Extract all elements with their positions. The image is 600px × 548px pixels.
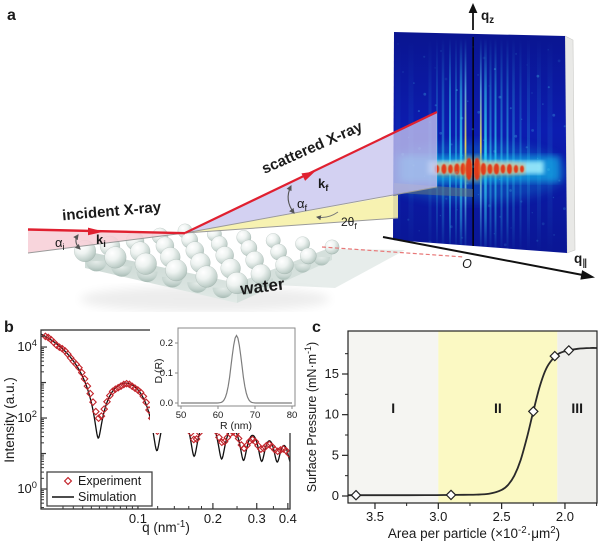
svg-text:3.0: 3.0 [429, 509, 447, 524]
qpar-axis [382, 236, 589, 277]
panel-a-label: a [7, 7, 16, 24]
svg-text:0.2: 0.2 [204, 511, 222, 526]
svg-text:102: 102 [17, 409, 37, 425]
region-label-III: III [571, 400, 583, 416]
qz-arrowhead [468, 3, 478, 13]
legend-experiment-label: Experiment [78, 474, 142, 488]
alpha-f-label: αf [297, 196, 308, 213]
svg-text:100: 100 [17, 480, 37, 496]
region-label-I: I [391, 400, 395, 416]
svg-text:R (nm): R (nm) [220, 420, 252, 432]
svg-text:0.1: 0.1 [129, 511, 147, 526]
svg-text:5: 5 [332, 447, 339, 462]
k-i-label: ki [96, 232, 106, 249]
qpar-label: q∥ [574, 251, 587, 269]
panel-b-scattering-plot: b 0.1 0.2 0.3 0.4 100 102 104 q (nm-1) Intensity… [2, 316, 300, 535]
svg-text:0.1: 0.1 [160, 368, 173, 379]
intensity-vs-q-chart: 0.1 0.2 0.3 0.4 100 102 104 q (nm-1) Intensity (… [2, 329, 297, 535]
svg-text:10: 10 [325, 407, 339, 422]
svg-text:q (nm-1): q (nm-1) [142, 519, 190, 535]
svg-text:0.0: 0.0 [160, 398, 173, 409]
qpar-arrowhead [580, 270, 595, 280]
two-theta-f-label: 2θf [341, 215, 357, 231]
region-label-II: II [494, 400, 502, 416]
svg-text:3.5: 3.5 [366, 509, 384, 524]
svg-text:0.4: 0.4 [279, 511, 297, 526]
svg-text:15: 15 [325, 366, 339, 381]
svg-text:80: 80 [287, 410, 298, 421]
svg-text:60: 60 [213, 410, 224, 421]
alpha-f-arc [286, 185, 295, 214]
alpha-i-arc [73, 234, 81, 250]
incident-plane-wedge [28, 229, 185, 253]
k-f-label: kf [318, 176, 329, 193]
slab-shadow [80, 286, 330, 312]
panel-b-label: b [4, 319, 14, 336]
svg-text:D (R): D (R) [153, 358, 165, 383]
origin-label: O [462, 257, 472, 271]
incident-beam-arrowhead [88, 227, 104, 236]
surface-line-left [27, 232, 186, 254]
alpha-i-label: αi [55, 235, 65, 252]
transmitted-beam-dashed [321, 246, 465, 258]
svg-text:Surface Pressure (mN·m-1): Surface Pressure (mN·m-1) [303, 342, 319, 492]
svg-text:2.0: 2.0 [556, 509, 574, 524]
svg-text:104: 104 [17, 338, 37, 354]
legend: Experiment Simulation [46, 471, 153, 507]
incident-xray-label: incident X-ray [61, 199, 162, 225]
svg-text:Area per particle (×10-2·μm2): Area per particle (×10-2·μm2) [388, 525, 560, 541]
svg-text:0.3: 0.3 [248, 511, 266, 526]
horizon-line [184, 186, 438, 234]
svg-text:2.5: 2.5 [493, 509, 511, 524]
incident-beam [27, 228, 186, 235]
svg-text:70: 70 [250, 410, 261, 421]
qz-label: qz [481, 8, 494, 26]
panel-a-schematic: a [7, 3, 595, 312]
svg-text:0.2: 0.2 [160, 338, 173, 349]
two-theta-arrow [316, 211, 339, 221]
svg-text:Intensity (a.u.): Intensity (a.u.) [2, 377, 17, 463]
size-distribution-inset: 50 60 70 80 0.0 0.1 0.2 R (nm) D (R) [150, 316, 300, 433]
panel-c-label: c [312, 319, 321, 336]
scattered-beam-arrowhead [301, 171, 315, 181]
svg-text:50: 50 [176, 410, 187, 421]
svg-text:0: 0 [332, 488, 339, 503]
in-plane-line [184, 217, 399, 234]
legend-simulation-label: Simulation [78, 490, 136, 504]
